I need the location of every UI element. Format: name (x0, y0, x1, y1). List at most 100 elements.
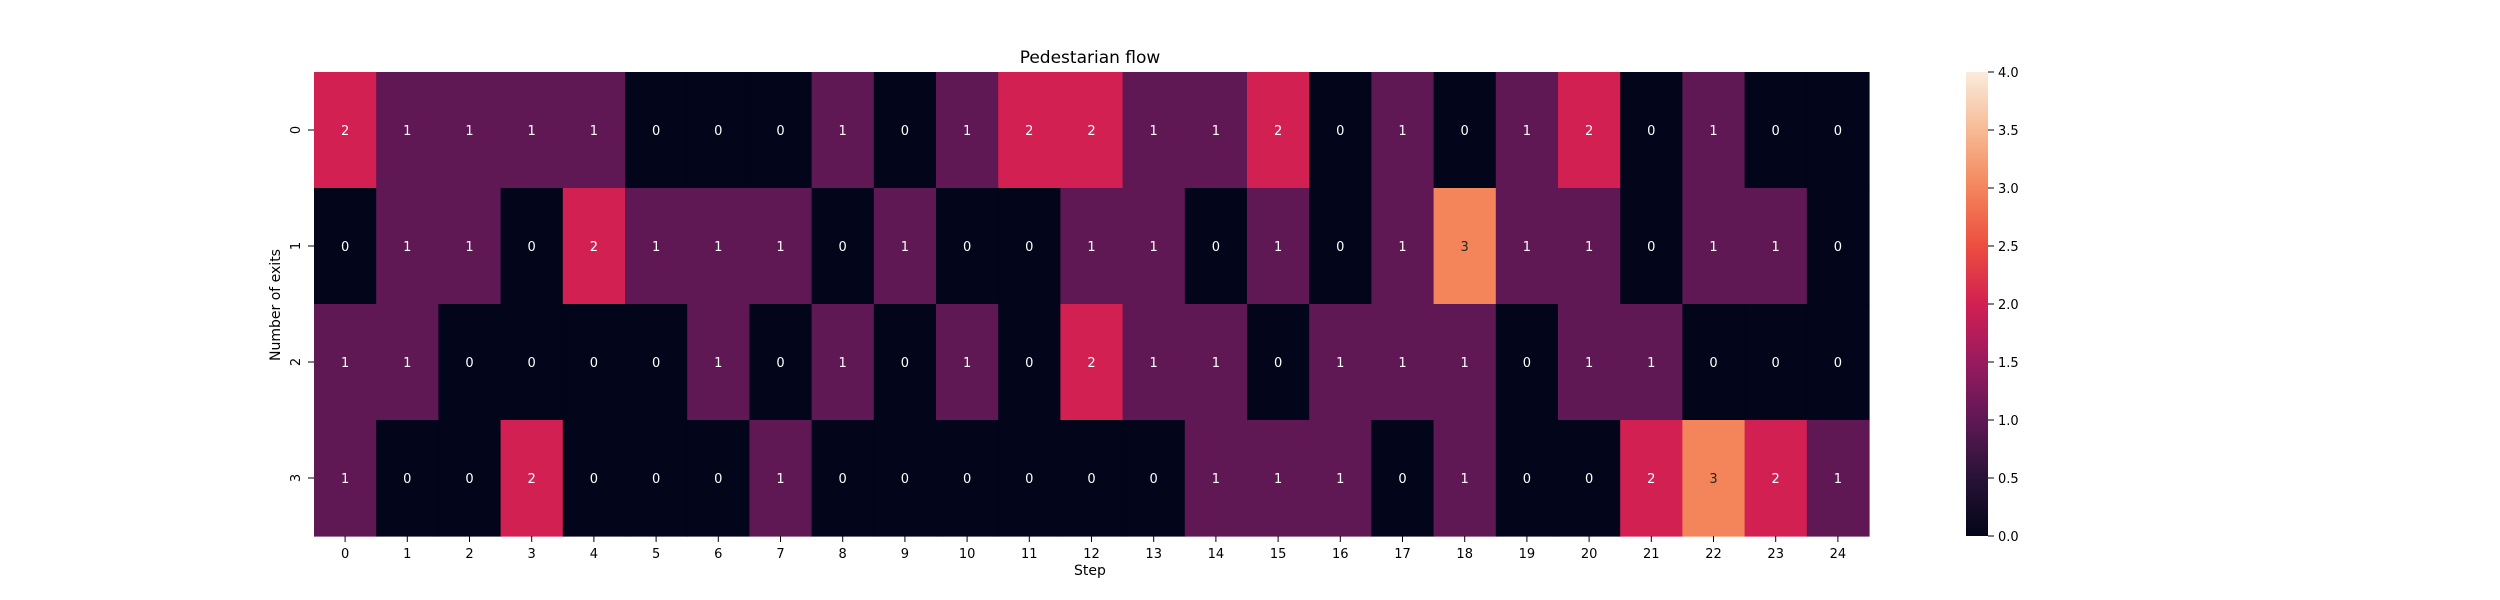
cell-value-label: 0 (1585, 472, 1593, 487)
heatmap-cell (438, 188, 502, 305)
heatmap-cell (1122, 188, 1186, 305)
heatmap-cell (562, 420, 626, 537)
cell-value-label: 0 (839, 240, 847, 255)
cell-value-label: 0 (1336, 124, 1344, 139)
cell-value-label: 1 (1647, 356, 1655, 371)
cell-value-label: 1 (963, 356, 971, 371)
heatmap-cell (500, 188, 564, 305)
cell-value-label: 0 (341, 240, 349, 255)
y-tick-label: 0 (289, 126, 304, 134)
x-tick-label: 20 (1581, 547, 1598, 562)
heatmap-cell (1433, 72, 1497, 189)
heatmap-cell (687, 72, 750, 189)
cell-value-label: 0 (1150, 472, 1158, 487)
heatmap-cell (1247, 304, 1310, 421)
heatmap-cell (1682, 72, 1746, 189)
cell-value-label: 2 (1025, 124, 1033, 139)
x-tick-label: 19 (1519, 547, 1536, 562)
cell-value-label: 2 (590, 240, 598, 255)
x-tick-label: 6 (714, 547, 722, 562)
heatmap-cell (314, 304, 377, 421)
colorbar-tick-label: 3.5 (1998, 124, 2019, 139)
x-tick-label: 0 (341, 547, 349, 562)
cell-value-label: 1 (1523, 124, 1531, 139)
x-tick-label: 7 (776, 547, 784, 562)
heatmap-cell (1806, 72, 1870, 189)
cell-value-label: 0 (1834, 240, 1842, 255)
cell-value-label: 0 (714, 124, 722, 139)
heatmap-cell (1495, 72, 1559, 189)
heatmap-cell (998, 72, 1061, 189)
heatmap-cell (811, 188, 875, 305)
heatmap-cell (811, 304, 875, 421)
colorbar-tick-label: 0.0 (1998, 530, 2019, 545)
heatmap-cell (1433, 304, 1497, 421)
x-tick-label: 24 (1830, 547, 1847, 562)
cell-value-label: 1 (1336, 356, 1344, 371)
x-tick-label: 8 (839, 547, 847, 562)
heatmap-cell (1371, 420, 1435, 537)
x-axis-ticks: 0 1 2 3 4 5 6 7 8 9 10 11 12 13 14 15 16 17 18 19 20 21 22 23 24 (341, 536, 1846, 562)
heatmap-cell (438, 420, 502, 537)
cell-value-label: 0 (652, 124, 660, 139)
x-tick-label: 5 (652, 547, 660, 562)
cell-value-label: 1 (1398, 240, 1406, 255)
x-tick-label: 16 (1332, 547, 1349, 562)
cell-value-label: 0 (465, 356, 473, 371)
heatmap-cell (1060, 188, 1124, 305)
cell-value-label: 0 (963, 472, 971, 487)
cell-value-label: 2 (1647, 472, 1655, 487)
heatmap-cell (998, 304, 1061, 421)
heatmap-cell (1184, 304, 1248, 421)
heatmap-cell (1184, 188, 1248, 305)
colorbar-tick-label: 1.0 (1998, 414, 2019, 429)
cell-value-label: 1 (901, 240, 909, 255)
cell-value-label: 1 (403, 240, 411, 255)
heatmap-cell (749, 304, 813, 421)
heatmap-cell (1309, 420, 1372, 537)
heatmap-cell (873, 72, 937, 189)
heatmap-cell (1620, 304, 1683, 421)
heatmap-cell (1495, 304, 1559, 421)
cell-value-label: 3 (1461, 240, 1469, 255)
cell-value-label: 1 (465, 240, 473, 255)
heatmap-cell (1371, 72, 1435, 189)
cell-value-label: 1 (1709, 240, 1717, 255)
cell-value-label: 1 (1087, 240, 1095, 255)
heatmap-cell (314, 72, 377, 189)
heatmap-cell (314, 420, 377, 537)
x-tick-label: 21 (1643, 547, 1660, 562)
cell-value-label: 2 (1087, 356, 1095, 371)
cell-value-label: 0 (1647, 124, 1655, 139)
cell-value-label: 0 (1834, 356, 1842, 371)
x-tick-label: 22 (1705, 547, 1722, 562)
cell-value-label: 1 (1772, 240, 1780, 255)
heatmap-cell (1682, 188, 1746, 305)
x-tick-label: 23 (1767, 547, 1784, 562)
heatmap-cell (1744, 420, 1808, 537)
heatmap-cell (562, 72, 626, 189)
cell-value-label: 0 (652, 356, 660, 371)
colorbar-tick-label: 0.5 (1998, 472, 2019, 487)
y-axis-ticks: 0 1 2 3 (289, 126, 314, 482)
heatmap-cell (811, 420, 875, 537)
heatmap-cell (1682, 420, 1746, 537)
heatmap-cell (625, 304, 688, 421)
heatmap-cell (936, 188, 999, 305)
heatmap-cell (936, 304, 999, 421)
cell-value-label: 1 (1212, 124, 1220, 139)
colorbar-tick-label: 2.5 (1998, 240, 2019, 255)
x-tick-label: 18 (1456, 547, 1473, 562)
heatmap-cell (873, 420, 937, 537)
cell-value-label: 1 (714, 240, 722, 255)
cell-value-label: 0 (590, 472, 598, 487)
cell-value-label: 1 (1212, 472, 1220, 487)
cell-value-label: 1 (1274, 472, 1282, 487)
heatmap-cell (1495, 188, 1559, 305)
cell-value-label: 1 (1585, 240, 1593, 255)
heatmap-cell (1060, 304, 1124, 421)
colorbar-tick-label: 1.5 (1998, 356, 2019, 371)
cell-value-label: 1 (1523, 240, 1531, 255)
x-tick-label: 10 (959, 547, 976, 562)
heatmap-cell (687, 420, 750, 537)
